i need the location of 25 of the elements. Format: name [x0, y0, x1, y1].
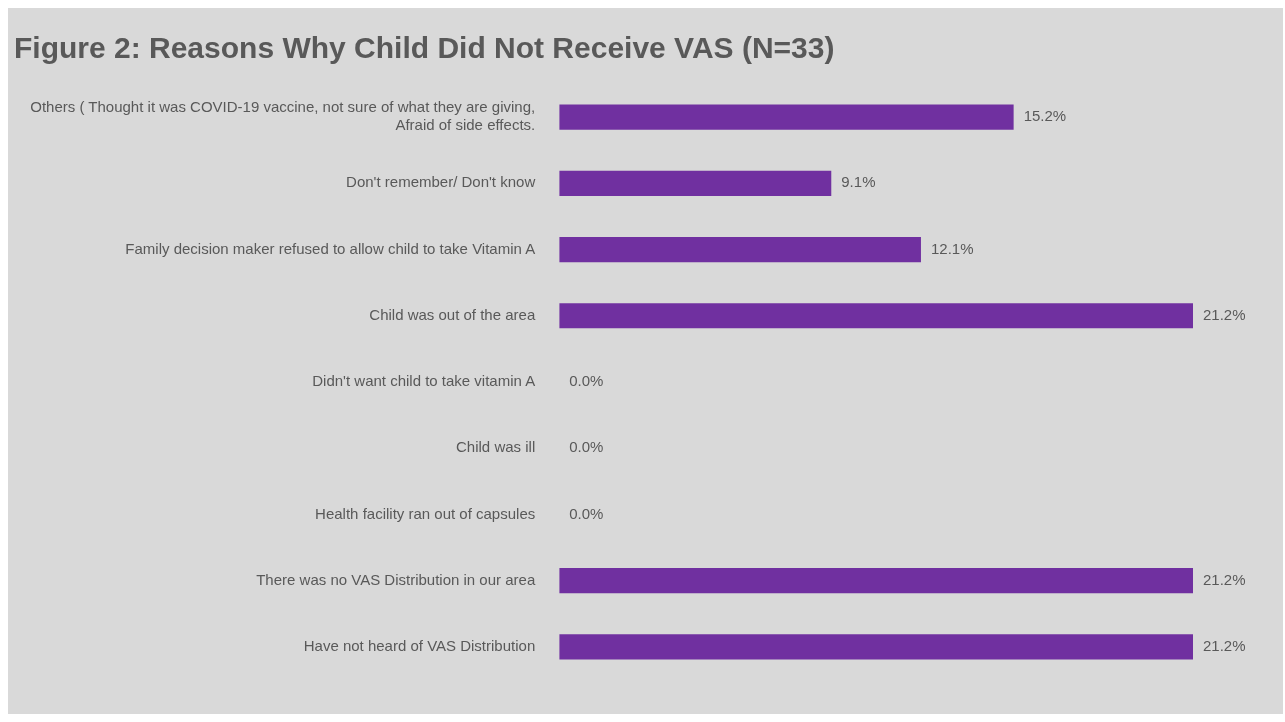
- data-label: 15.2%: [1023, 107, 1067, 125]
- y-tick-label: Don't remember/ Don't know: [346, 173, 536, 191]
- y-tick-label: Others ( Thought it was COVID-19 vaccine, not sure of what they are giving, Afraid of side effects.: [30, 98, 536, 134]
- chart-title: Figure 2: Reasons Why Child Did Not Receive VAS (N=33): [14, 31, 835, 65]
- bar: [559, 634, 1193, 660]
- data-label: 21.2%: [1203, 570, 1246, 588]
- y-tick-label: Have not heard of VAS Distribution: [303, 637, 536, 655]
- y-tick-label: Health facility ran out of capsules: [315, 504, 536, 522]
- y-tick-label: Child was out of the area: [369, 305, 536, 323]
- data-label: 21.2%: [1203, 637, 1246, 655]
- y-tick-label: Didn't want child to take vitamin A: [312, 372, 536, 390]
- bar: [559, 303, 1193, 329]
- bar: [559, 568, 1193, 594]
- data-label: 12.1%: [930, 239, 974, 257]
- bar: [559, 236, 921, 263]
- bar: [559, 104, 1014, 130]
- data-label: 21.2%: [1203, 305, 1246, 323]
- y-tick-label: Child was ill: [456, 438, 536, 456]
- data-label: 0.0%: [569, 438, 604, 456]
- y-tick-label: Family decision maker refused to allow child to take Vitamin A: [125, 239, 536, 257]
- data-label: 0.0%: [569, 504, 604, 522]
- y-tick-label: There was no VAS Distribution in our area: [256, 570, 536, 588]
- data-label: 9.1%: [841, 173, 876, 191]
- bar: [559, 170, 832, 196]
- data-label: 0.0%: [569, 372, 604, 390]
